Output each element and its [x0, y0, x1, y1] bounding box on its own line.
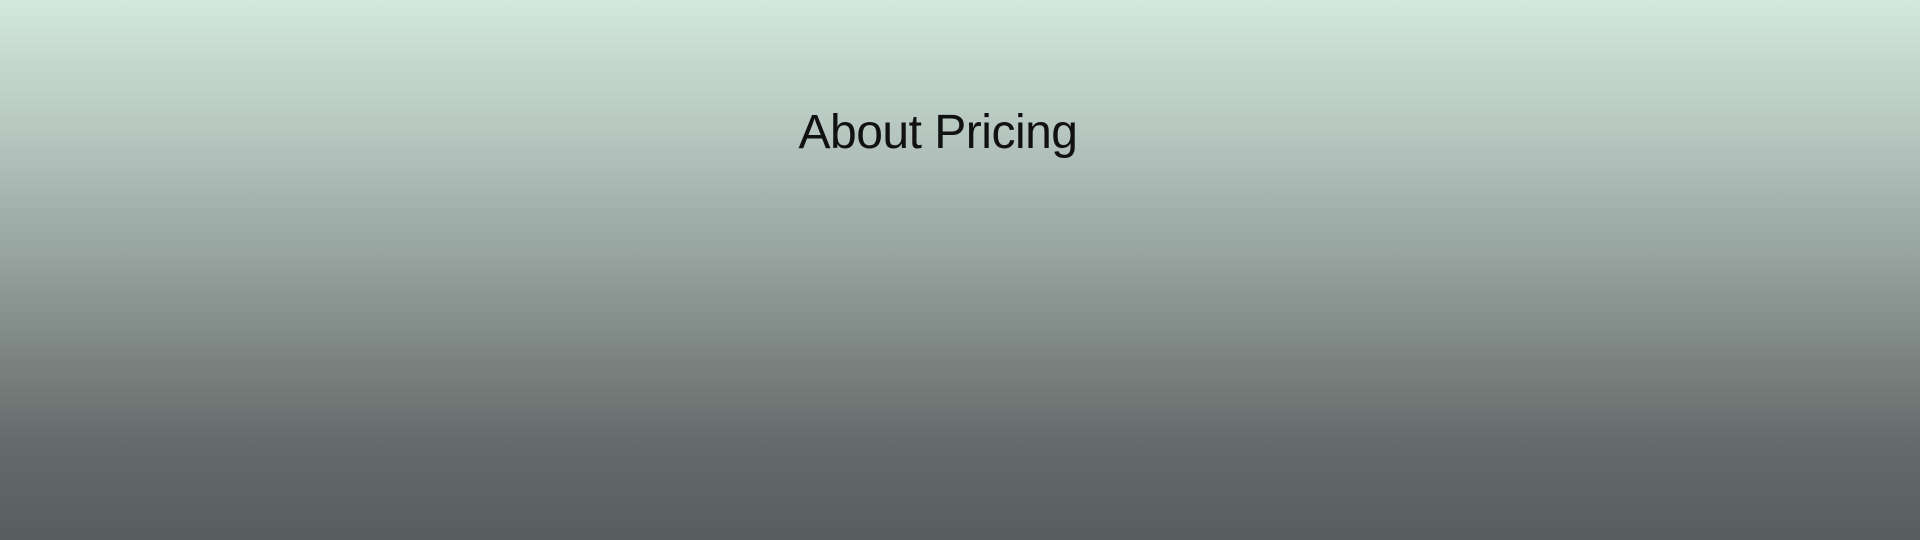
page-title: About Pricing	[798, 106, 1079, 159]
